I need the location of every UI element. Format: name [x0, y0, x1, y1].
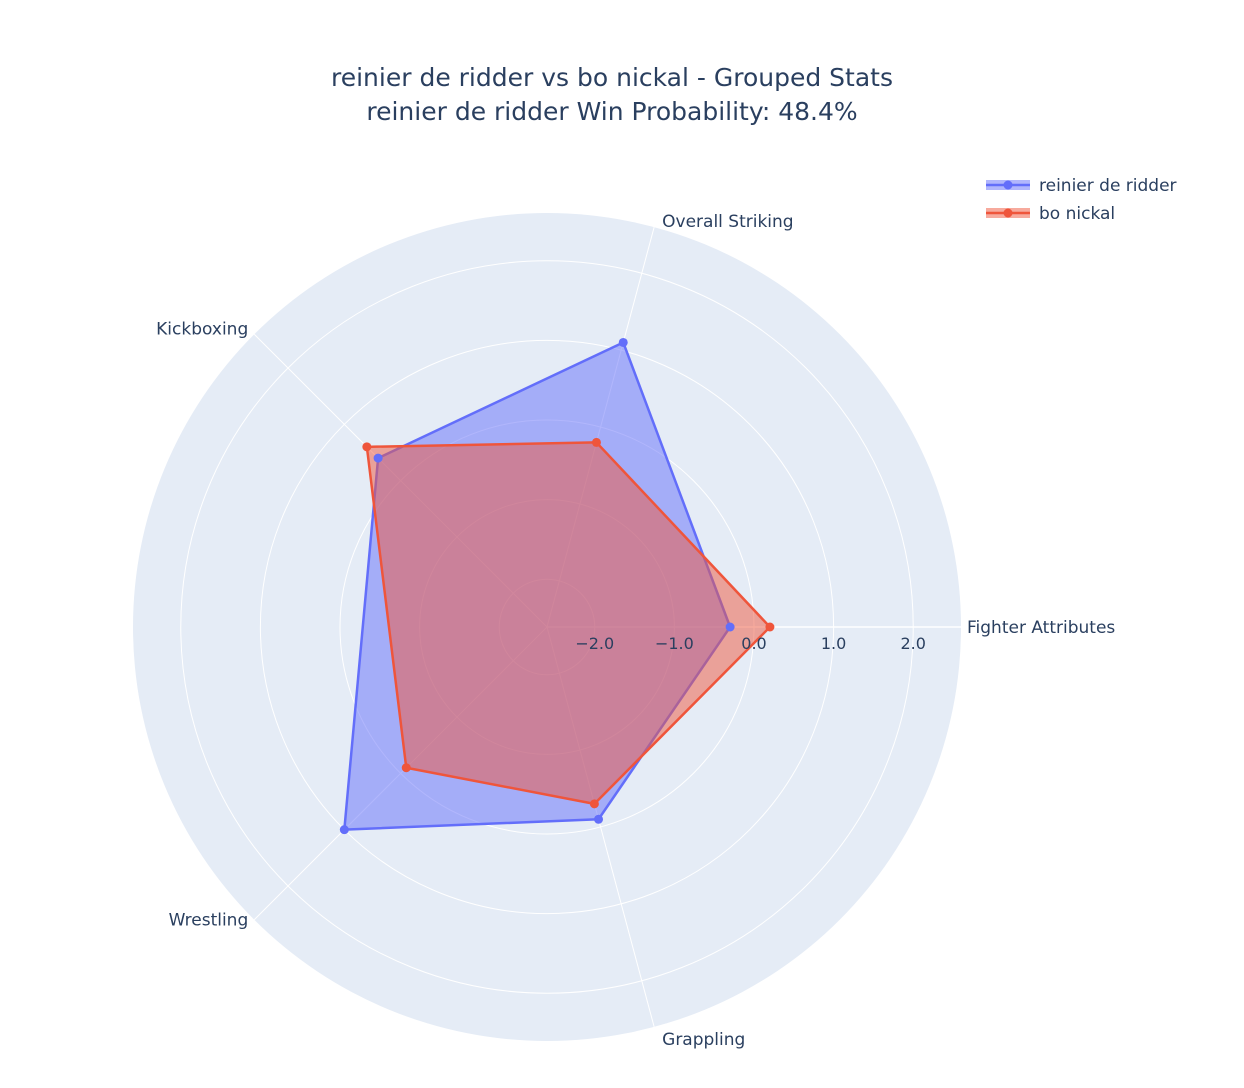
data-point-0-1 — [618, 337, 628, 347]
category-label: Grappling — [662, 1030, 745, 1050]
series-area-1 — [365, 441, 772, 806]
legend-label: reinier de ridder — [1039, 176, 1177, 196]
radial-tick-label: −2.0 — [575, 634, 614, 653]
legend-marker-1 — [1003, 208, 1013, 218]
data-point-0-0 — [725, 622, 735, 632]
data-point-0-3 — [339, 825, 349, 835]
radial-tick-label: 1.0 — [821, 634, 846, 653]
category-label: Fighter Attributes — [967, 618, 1115, 638]
legend-label: bo nickal — [1039, 204, 1115, 224]
radial-tick-label: −1.0 — [655, 634, 694, 653]
category-label: Kickboxing — [156, 319, 248, 339]
data-point-0-4 — [594, 814, 604, 824]
data-point-1-1 — [591, 437, 601, 447]
chart-title: reinier de ridder vs bo nickal - Grouped… — [331, 63, 893, 126]
data-point-1-4 — [589, 799, 599, 809]
legend[interactable]: reinier de ridder bo nickal — [986, 176, 1177, 224]
legend-marker-0 — [1003, 180, 1013, 190]
data-point-1-0 — [765, 622, 775, 632]
chart-title-line2: reinier de ridder Win Probability: 48.4% — [366, 97, 857, 126]
polar-area: −2.0 −1.0 0.0 1.0 2.0 Fighter Attributes Overa… — [133, 212, 1115, 1050]
data-point-1-2 — [362, 442, 372, 452]
radial-tick-label: 0.0 — [741, 634, 766, 653]
data-point-1-3 — [401, 763, 411, 773]
category-label: Wrestling — [169, 911, 249, 931]
data-point-0-2 — [373, 453, 383, 463]
chart-title-line1: reinier de ridder vs bo nickal - Grouped… — [331, 63, 893, 92]
radial-tick-label: 2.0 — [901, 634, 926, 653]
category-label: Overall Striking — [662, 212, 793, 232]
